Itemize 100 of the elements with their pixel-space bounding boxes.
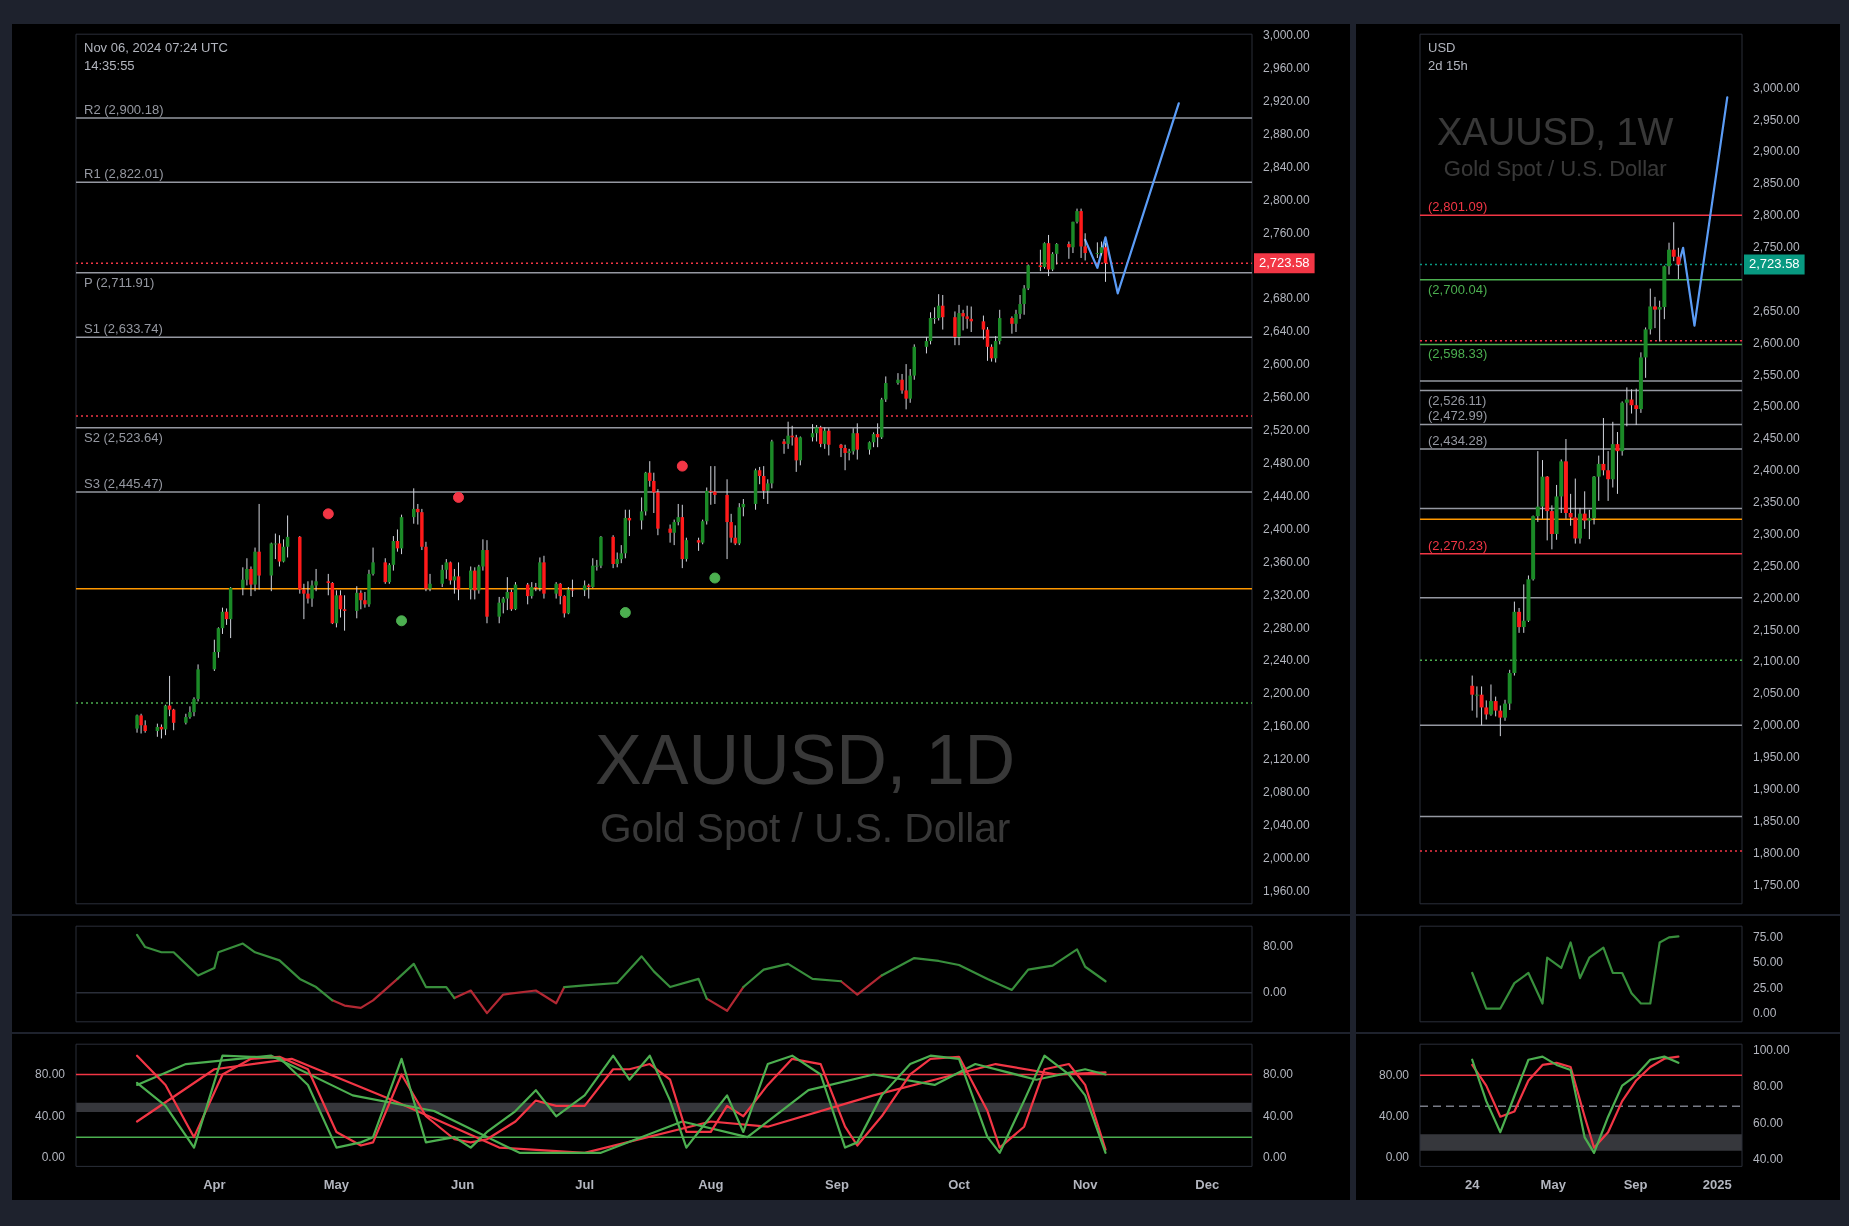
x-tick-label: Nov bbox=[1072, 1176, 1099, 1192]
candlestick bbox=[1479, 685, 1484, 726]
x-tick-label: May bbox=[1540, 1176, 1567, 1192]
y-tick-label: 1,800.00 bbox=[1753, 845, 1801, 860]
candlestick bbox=[428, 573, 432, 592]
candlestick bbox=[456, 561, 461, 601]
annotation: USD bbox=[1428, 40, 1456, 56]
y2-tick-label: 60.00 bbox=[1753, 1115, 1784, 1130]
candlestick bbox=[1582, 490, 1587, 530]
candlestick bbox=[1498, 705, 1503, 737]
y-tick-label: 2,250.00 bbox=[1753, 558, 1801, 573]
candlestick bbox=[961, 309, 965, 331]
candlestick bbox=[827, 427, 831, 456]
y-tick-label: 0.00 bbox=[1753, 1005, 1777, 1020]
x-tick-label: Aug bbox=[698, 1176, 724, 1192]
ref-line-label: 2,723.58 bbox=[1749, 256, 1800, 272]
candlestick bbox=[1606, 450, 1611, 502]
ref-line-label: S1 (2,633.74) bbox=[84, 321, 163, 337]
y-tick-label: 2,400.00 bbox=[1263, 521, 1311, 536]
candlestick bbox=[904, 363, 908, 410]
x-tick-label: Sep bbox=[825, 1176, 849, 1192]
candlestick bbox=[843, 444, 847, 471]
ref-line-label: R1 (2,822.01) bbox=[84, 166, 164, 182]
y-tick-label: 0.00 bbox=[1263, 985, 1287, 1000]
point bbox=[709, 572, 721, 584]
candlestick bbox=[709, 465, 713, 506]
y-tick-label: 2,900.00 bbox=[1753, 144, 1801, 159]
candlestick bbox=[1671, 221, 1676, 262]
candlestick bbox=[1657, 300, 1662, 342]
y-tick-label: 2,200.00 bbox=[1753, 590, 1801, 605]
y-tick-label: 2,550.00 bbox=[1753, 367, 1801, 382]
candlestick bbox=[355, 585, 359, 619]
candlestick bbox=[786, 421, 790, 450]
candlestick bbox=[497, 596, 501, 624]
point bbox=[676, 460, 688, 472]
candlestick bbox=[957, 304, 961, 346]
candlestick bbox=[1652, 296, 1657, 329]
ref-line-label: S3 (2,445.47) bbox=[84, 476, 163, 492]
candlestick bbox=[1624, 386, 1629, 427]
x-tick-label: Apr bbox=[203, 1176, 226, 1192]
y-tick-label: 3,000.00 bbox=[1263, 28, 1311, 43]
y-tick-label: 2,920.00 bbox=[1263, 93, 1311, 108]
candlestick bbox=[363, 591, 367, 609]
ref-line-label: P (2,711.91) bbox=[84, 274, 155, 290]
y-tick-label: 80.00 bbox=[34, 1066, 66, 1081]
candlestick bbox=[277, 534, 282, 567]
candlestick bbox=[1615, 431, 1620, 495]
y-tick-label: 2,600.00 bbox=[1263, 357, 1311, 372]
ref-line-label: (2,801.09) bbox=[1428, 199, 1488, 215]
candlestick bbox=[245, 557, 249, 586]
candlestick bbox=[1596, 455, 1601, 502]
candlestick bbox=[1484, 699, 1489, 721]
x-tick-label: Oct bbox=[948, 1176, 971, 1192]
y-tick-label: 1,750.00 bbox=[1753, 877, 1801, 892]
candlestick bbox=[1634, 388, 1639, 426]
y-tick-label: 2,650.00 bbox=[1753, 303, 1801, 318]
x-tick-label: 24 bbox=[1464, 1176, 1481, 1192]
y-tick-label: 2,840.00 bbox=[1263, 159, 1311, 174]
candlestick bbox=[1587, 509, 1592, 540]
ref-line-label: (2,526.11) bbox=[1428, 392, 1487, 408]
x-tick-label: Sep bbox=[1623, 1176, 1648, 1192]
y-tick-label: 2,350.00 bbox=[1753, 495, 1801, 510]
y-tick-label: 40.00 bbox=[1378, 1109, 1410, 1123]
y-tick-label: 2,600.00 bbox=[1753, 335, 1801, 350]
y-tick-label: 2,950.00 bbox=[1753, 112, 1801, 127]
y-tick-label: 2,750.00 bbox=[1753, 240, 1801, 255]
y-tick-label: 2,080.00 bbox=[1263, 785, 1311, 800]
y-tick-label: 1,850.00 bbox=[1753, 813, 1801, 828]
y-tick-label: 75.00 bbox=[1753, 929, 1784, 944]
y-tick-label: 2,440.00 bbox=[1263, 488, 1311, 503]
y-tick-label: 2,280.00 bbox=[1263, 620, 1311, 635]
candlestick bbox=[782, 438, 786, 455]
candlestick bbox=[1503, 699, 1508, 722]
ref-line-label: (2,472.99) bbox=[1428, 408, 1488, 424]
x-tick-label: 2025 bbox=[1702, 1176, 1732, 1192]
y-tick-label: 2,100.00 bbox=[1753, 654, 1801, 669]
x-tick-label: Jun bbox=[451, 1176, 475, 1192]
candlestick bbox=[440, 564, 444, 588]
y-tick-label: 1,950.00 bbox=[1753, 750, 1801, 765]
x-tick-label: Jul bbox=[575, 1176, 595, 1192]
candlestick bbox=[896, 372, 900, 386]
candlestick bbox=[766, 478, 770, 505]
ref-line-label: 2,723.58 bbox=[1259, 254, 1310, 270]
y-tick-label: 2,880.00 bbox=[1263, 126, 1311, 141]
candlestick bbox=[619, 544, 623, 564]
ref-line-label: (2,700.04) bbox=[1428, 281, 1488, 297]
y-tick-label: 3,000.00 bbox=[1753, 80, 1801, 95]
ref-line-label: (2,270.23) bbox=[1428, 537, 1488, 553]
candlestick bbox=[1601, 417, 1606, 476]
y-tick-label: 2,050.00 bbox=[1753, 686, 1801, 701]
point bbox=[453, 491, 465, 503]
y-tick-label: 1,900.00 bbox=[1753, 781, 1801, 796]
y-tick-label: 2,200.00 bbox=[1263, 686, 1311, 701]
candlestick bbox=[1535, 450, 1540, 523]
candlestick bbox=[1648, 288, 1653, 335]
y-tick-label: 2,300.00 bbox=[1753, 526, 1801, 541]
y-tick-label: 2,120.00 bbox=[1263, 752, 1311, 767]
candlestick bbox=[1521, 583, 1526, 634]
ref-line-label: R2 (2,900.18) bbox=[84, 101, 164, 117]
point bbox=[619, 607, 631, 619]
